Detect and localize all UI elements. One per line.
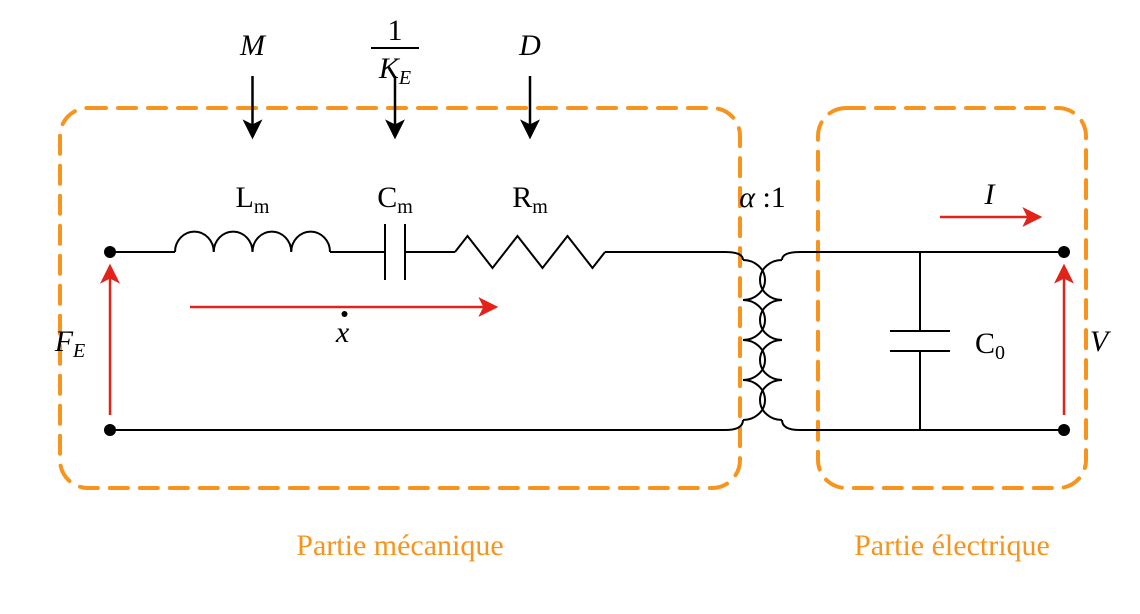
caption-mechanical: Partie mécanique (296, 529, 503, 562)
label-m: M (239, 29, 267, 62)
label-xdot: x (335, 316, 350, 349)
label-fe: FE (54, 325, 86, 362)
label-c0: C0 (975, 327, 1005, 364)
label-lm: Lm (236, 181, 270, 218)
caption-electrical: Partie électrique (854, 529, 1050, 562)
mechanical-wires (104, 224, 725, 436)
transformer (725, 252, 800, 430)
resistor-rm (455, 236, 605, 268)
inductor-lm (175, 232, 330, 252)
label-alpha-ratio: α :1 (739, 181, 786, 214)
labels: M 1 KE D Lm Cm Rm x FE V Iα :1 C0 Partie mécanique Pa… (54, 14, 1112, 562)
label-v: V (1090, 325, 1112, 358)
electrical-wires (800, 246, 1070, 436)
label-d: D (518, 29, 541, 62)
terminal-top-right (1058, 246, 1070, 258)
label-ke: KE (378, 52, 411, 89)
label-cm: Cm (377, 181, 413, 218)
label-one: 1 (388, 14, 403, 47)
label-rm: Rm (512, 181, 548, 218)
label-i: I (984, 178, 997, 211)
terminal-bottom-right (1058, 424, 1070, 436)
